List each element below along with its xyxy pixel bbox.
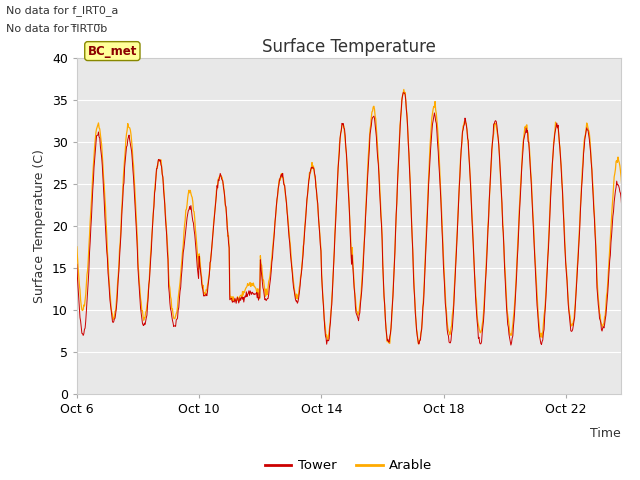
Title: Surface Temperature: Surface Temperature	[262, 38, 436, 56]
Y-axis label: Surface Temperature (C): Surface Temperature (C)	[33, 149, 46, 302]
Legend: Tower, Arable: Tower, Arable	[260, 454, 438, 478]
Text: No data for f_IRT0_a: No data for f_IRT0_a	[6, 5, 119, 16]
Text: Time: Time	[590, 427, 621, 440]
Text: BC_met: BC_met	[88, 45, 137, 58]
Text: No data for f̅IRT0̅b: No data for f̅IRT0̅b	[6, 24, 108, 34]
